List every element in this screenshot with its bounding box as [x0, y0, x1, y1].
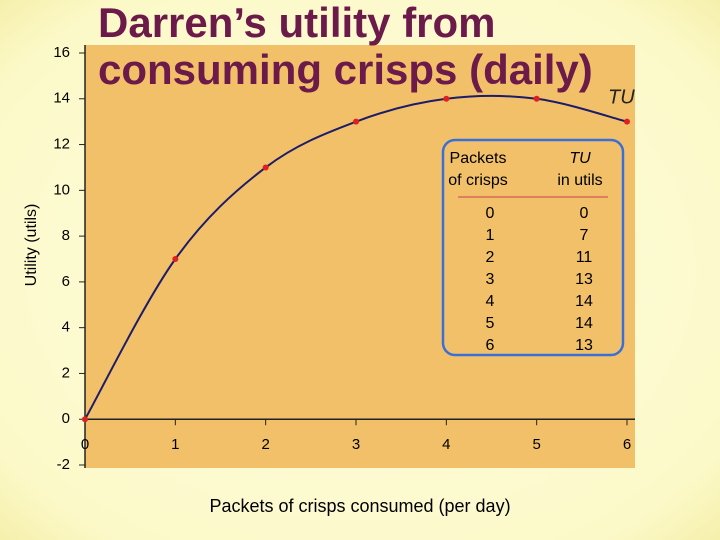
x-tick-label: 1	[171, 436, 179, 453]
y-tick-label: 2	[62, 364, 70, 381]
table-cell: 2	[486, 249, 495, 266]
y-axis-label: Utility (utils)	[23, 204, 40, 287]
table-box	[441, 138, 625, 357]
table-cell: 0	[580, 205, 589, 222]
table-header: of crisps	[448, 172, 508, 189]
table-cell: 14	[575, 293, 593, 310]
point	[262, 164, 269, 171]
table-cell: 1	[486, 227, 495, 244]
point	[624, 118, 630, 125]
table-header: Packets	[450, 150, 507, 167]
x-tick-label: 3	[352, 436, 360, 453]
x-tick-label: 0	[81, 436, 89, 453]
table-cell: 3	[486, 271, 495, 288]
table-cell: 13	[575, 271, 593, 288]
x-tick-label: 6	[623, 436, 631, 453]
y-tick-label: 14	[53, 90, 70, 107]
point	[82, 416, 88, 423]
table-header: in utils	[557, 172, 602, 189]
point	[353, 118, 359, 125]
table-cell: 7	[580, 227, 589, 244]
table-cell: 11	[576, 249, 593, 266]
table-cell: 4	[486, 293, 495, 310]
point	[533, 95, 540, 102]
x-tick-label: 5	[532, 436, 540, 453]
x-axis-label: Packets of crisps consumed (per day)	[209, 496, 510, 516]
y-tick-label: 6	[62, 273, 70, 290]
y-tick-label: 12	[53, 136, 70, 153]
series-label: TU	[608, 86, 635, 108]
point	[172, 256, 179, 262]
chart-title: Darren’s utility from	[98, 0, 496, 46]
x-tick-label: 2	[261, 436, 269, 453]
y-tick-label: 8	[62, 227, 70, 244]
table-cell: 6	[486, 337, 495, 354]
table-cell: 5	[486, 315, 495, 332]
y-tick-label: 10	[53, 181, 70, 198]
table-cell: 13	[575, 337, 593, 354]
table-cell: 0	[486, 205, 495, 222]
table-header: TU	[569, 150, 591, 167]
table-cell: 14	[575, 315, 593, 332]
point	[443, 95, 450, 102]
x-tick-label: 4	[442, 436, 450, 453]
y-tick-label: 16	[53, 44, 70, 61]
y-tick-label: 0	[62, 410, 70, 427]
chart-title: consuming crisps (daily)	[98, 46, 593, 93]
y-tick-label: -2	[57, 456, 70, 473]
y-tick-label: 4	[62, 319, 70, 336]
